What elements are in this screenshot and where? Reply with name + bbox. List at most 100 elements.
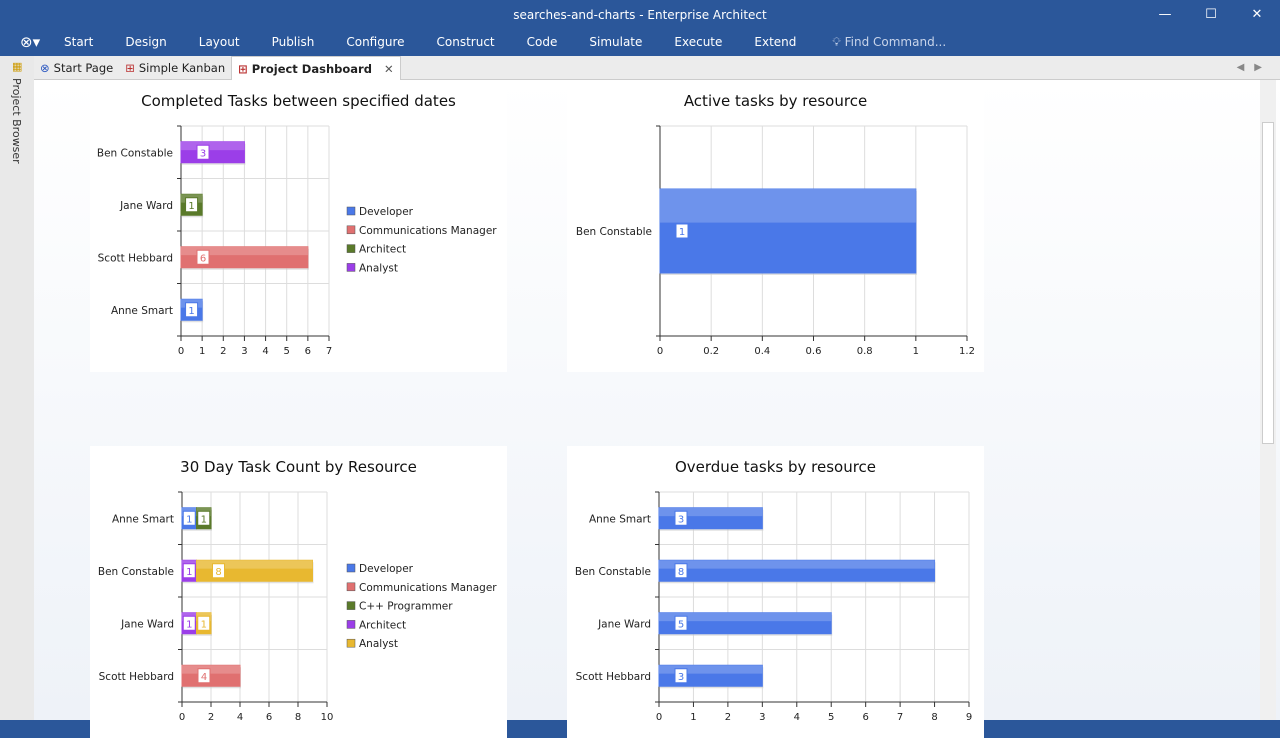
category-label: Ben Constable: [98, 566, 174, 578]
category-label: Jane Ward: [597, 618, 651, 630]
start-page-icon: ⊗: [40, 60, 50, 75]
x-tick-label: 3: [241, 346, 247, 357]
x-tick-label: 3: [759, 712, 765, 723]
data-label: 8: [678, 567, 684, 578]
bar: [658, 612, 832, 635]
minimize-button[interactable]: —: [1158, 7, 1172, 22]
menu-start[interactable]: Start: [64, 35, 94, 49]
data-label: 1: [188, 201, 194, 212]
tab-scroll-arrows[interactable]: ◀▶: [1236, 62, 1272, 73]
x-tick-label: 0: [657, 346, 663, 357]
x-tick-label: 0: [179, 712, 185, 723]
category-label: Ben Constable: [576, 226, 652, 238]
app-logo-icon[interactable]: ⊗▾: [20, 33, 41, 51]
data-label-box: [185, 197, 199, 213]
chart-title: 30 Day Task Count by Resource: [180, 458, 417, 476]
tab-label: Start Page: [53, 60, 114, 75]
menu-design[interactable]: Design: [125, 35, 167, 49]
legend-entry: Developer: [359, 563, 414, 575]
chart-svg: 0 1 2 3 4 5 6 7 8 9 Anne Smart 3 Ben Constable 8 Jane …: [575, 491, 972, 723]
x-tick-label: 8: [295, 712, 301, 723]
data-label-box: [674, 510, 688, 526]
legend-swatch: [346, 244, 356, 253]
category-label: Scott Hebbard: [98, 252, 173, 264]
x-tick-label: 7: [897, 712, 903, 723]
legend-entry: Communications Manager: [359, 225, 497, 237]
x-tick-label: 1: [199, 346, 205, 357]
chart-title: Completed Tasks between specified dates: [141, 92, 456, 110]
menu-extend[interactable]: Extend: [754, 35, 797, 49]
scrollbar-thumb[interactable]: [1262, 122, 1274, 444]
category-label: Scott Hebbard: [99, 671, 174, 683]
data-label-box: [197, 510, 211, 526]
legend-swatch: [346, 620, 356, 629]
data-label: 3: [200, 148, 206, 159]
bar-highlight: [659, 507, 763, 517]
data-label-box: [674, 668, 688, 684]
bar-highlight: [659, 612, 832, 622]
x-tick-label: 6: [305, 346, 311, 357]
tab-project-dashboard[interactable]: ⊞ Project Dashboard ✕: [231, 56, 401, 81]
tab-label: Project Dashboard: [251, 62, 372, 76]
data-label-box: [674, 615, 688, 631]
x-tick-label: 7: [326, 346, 332, 357]
x-tick-label: 9: [966, 712, 972, 723]
chart-title: Active tasks by resource: [683, 92, 868, 110]
vertical-scrollbar[interactable]: [1260, 80, 1276, 720]
category-label: Jane Ward: [119, 200, 173, 212]
menu-simulate[interactable]: Simulate: [589, 35, 643, 49]
data-label-box: [185, 302, 199, 318]
data-label: 4: [201, 672, 207, 683]
bar-highlight: [660, 189, 916, 223]
category-label: Anne Smart: [589, 513, 651, 525]
close-tab-icon[interactable]: ✕: [383, 62, 394, 76]
project-browser-label[interactable]: Project Browser: [10, 78, 23, 164]
chart-active-tasks: Active tasks by resource 0 0.2 0.4 0.6 0.8 1 1.…: [567, 80, 984, 372]
diagram-icon: ⊞: [238, 62, 248, 76]
legend-entry: Developer: [359, 206, 414, 218]
category-label: Jane Ward: [120, 618, 174, 630]
data-label: 1: [186, 514, 192, 525]
legend-swatch: [346, 206, 356, 216]
x-tick-label: 0.8: [857, 346, 873, 357]
menu-publish[interactable]: Publish: [271, 35, 315, 49]
x-tick-label: 0: [656, 712, 662, 723]
legend-entry: Architect: [359, 619, 406, 631]
bar: [180, 246, 309, 269]
legend-entry: C++ Programmer: [359, 601, 453, 613]
project-browser-dock[interactable]: ▦ Project Browser: [0, 56, 34, 720]
legend-entry: Architect: [359, 244, 406, 256]
data-label: 1: [188, 306, 194, 317]
close-button[interactable]: ✕: [1251, 7, 1263, 22]
menu-code[interactable]: Code: [526, 35, 558, 49]
tab-start-page[interactable]: ⊗ Start Page: [34, 56, 119, 79]
dashboard-canvas: Completed Tasks between specified dates 0…: [34, 80, 1280, 738]
x-tick-label: 0.2: [703, 346, 719, 357]
menu-construct[interactable]: Construct: [436, 35, 495, 49]
bar: [659, 188, 917, 274]
project-browser-icon: ▦: [12, 60, 23, 73]
x-tick-label: 2: [220, 346, 226, 357]
menu-configure[interactable]: Configure: [346, 35, 405, 49]
x-tick-label: 6: [266, 712, 272, 723]
bar-highlight: [182, 665, 240, 674]
chart-completed-tasks: Completed Tasks between specified dates 0…: [90, 80, 507, 372]
bar-highlight: [181, 246, 308, 256]
data-label: 3: [678, 514, 684, 525]
category-label: Scott Hebbard: [576, 671, 651, 683]
maximize-button[interactable]: ☐: [1205, 7, 1217, 22]
x-tick-label: 1.2: [959, 346, 975, 357]
data-label-box: [182, 615, 196, 631]
menu-layout[interactable]: Layout: [198, 35, 240, 49]
x-tick-label: 2: [725, 712, 731, 723]
data-label: 1: [201, 619, 207, 630]
diagram-icon: ⊞: [125, 60, 135, 75]
menu-execute[interactable]: Execute: [674, 35, 723, 49]
legend-entry: Analyst: [359, 638, 398, 650]
chart-30-day-task-count: 30 Day Task Count by Resource 0 2 4 6 8 10 Anne…: [90, 446, 507, 738]
tab-simple-kanban[interactable]: ⊞ Simple Kanban: [119, 56, 231, 79]
x-tick-label: 0: [178, 346, 184, 357]
find-command[interactable]: 💡︎ Find Command...: [832, 35, 946, 50]
chart-svg: 0 1 2 3 4 5 6 7 Ben Constable 3 Jane Ward 1 Scott He…: [97, 125, 497, 357]
